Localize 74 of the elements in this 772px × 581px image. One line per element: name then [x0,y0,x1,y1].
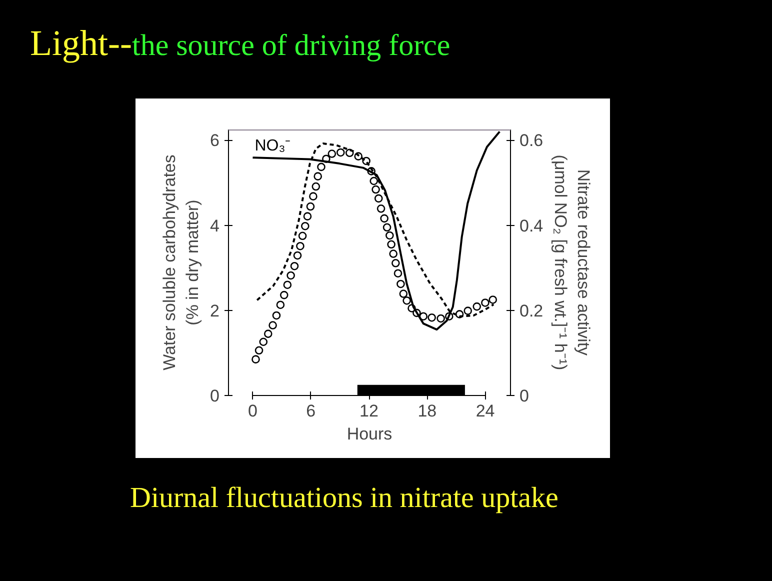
point [314,172,322,180]
y-axis-title: Water soluble carbohydrates (% in dry matter) [160,154,202,370]
point [303,212,312,220]
point [252,355,260,364]
point [412,308,421,318]
point [301,222,310,230]
point [296,242,304,250]
point [436,314,445,323]
point [345,148,354,158]
point [376,204,386,213]
point [354,152,363,160]
point [259,338,268,346]
y-tick-label: 0 [210,386,220,406]
point [380,214,388,223]
y-tick-label: 2 [210,301,220,320]
point [280,290,288,300]
point [428,313,436,322]
y2-axis-title: Nitrate reductase activity (μmol NO₂ [g fresh wt.]⁻¹ h⁻¹) [551,154,593,370]
point [394,269,402,278]
point [374,194,383,203]
point [268,321,277,330]
point [367,167,376,176]
x-tick-label: 6 [306,402,316,420]
x-tick-label: 24 [476,402,495,420]
y2-tick-label: 0.4 [520,216,544,236]
point [272,311,281,320]
point [370,176,378,186]
y2-tick-label: 0 [520,386,529,406]
y2-tick-label: 0.6 [520,131,544,150]
point [399,290,408,298]
x-tick-label: 0 [248,402,258,420]
y-tick-label: 6 [210,131,220,150]
point [254,346,264,355]
point [264,330,272,338]
point [328,150,336,158]
x-tick-label: 12 [360,402,378,420]
point [293,251,302,260]
point [481,298,490,307]
point [408,304,416,312]
point [309,192,318,200]
point [322,154,330,164]
point [392,258,400,268]
point [382,223,392,232]
point [389,250,398,258]
point [312,182,320,191]
point [387,240,396,249]
y2-tick-label: 0.2 [520,301,544,320]
text: Diurnal fluctuations in nitrate uptake [130,481,558,516]
chart-title: Light-- [30,23,132,63]
point [472,302,482,311]
point [488,296,498,304]
point [464,306,472,315]
series-label: NO₃⁻ [254,138,290,155]
point [290,262,299,270]
point [317,162,326,172]
point [298,232,307,240]
point [445,312,454,320]
chart-subtitle: the source of driving force [132,29,450,62]
point [372,185,380,194]
point [455,310,464,318]
point [362,156,370,166]
line-series [252,130,501,331]
point [276,300,285,309]
point [402,296,411,305]
point [306,202,315,211]
point [286,271,295,280]
x-tick-label: 18 [418,402,437,420]
y-tick-label: 4 [210,216,220,236]
point [396,280,405,288]
x-axis-title: Hours [346,424,392,444]
point [419,312,428,320]
point [283,280,292,289]
point [336,148,345,157]
point [386,231,394,240]
